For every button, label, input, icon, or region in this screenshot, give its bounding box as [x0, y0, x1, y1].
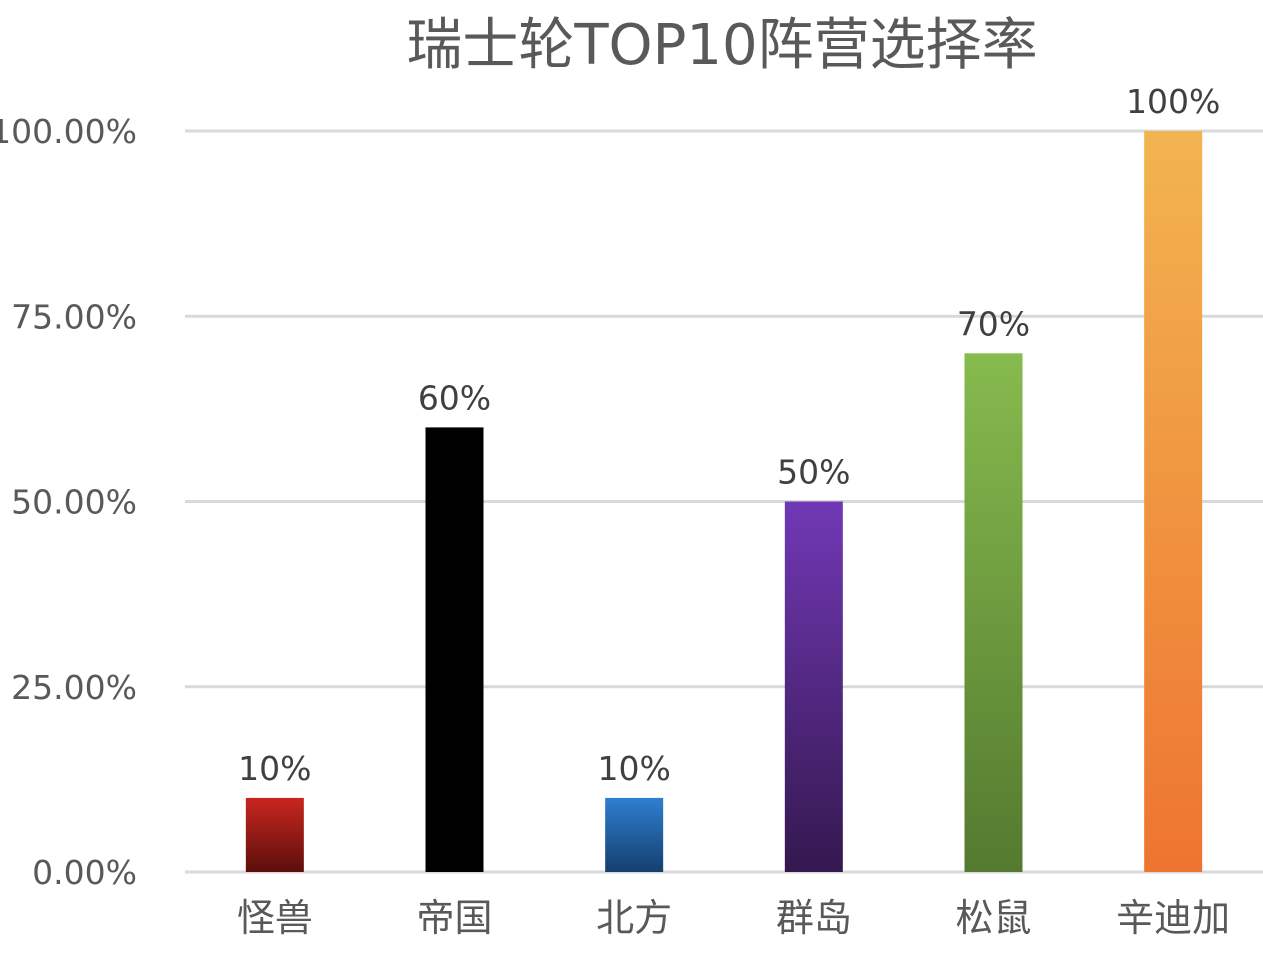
bar-4	[784, 501, 843, 872]
bar-1	[245, 797, 304, 872]
data-label: 50%	[777, 453, 850, 492]
bar-2	[425, 427, 484, 872]
bar-6	[1144, 131, 1203, 872]
bar-5	[964, 353, 1023, 872]
category-label: 帝国	[416, 896, 492, 940]
y-tick-label: 0.00%	[32, 853, 137, 892]
bar-3	[605, 797, 664, 872]
y-tick-label: 50.00%	[11, 483, 137, 522]
gridlines	[185, 129, 1263, 874]
y-tick-label: 25.00%	[11, 668, 137, 707]
category-label: 怪兽	[237, 896, 313, 940]
category-label: 北方	[596, 896, 672, 940]
category-label: 辛迪加	[1116, 896, 1230, 940]
data-labels: 10% 60% 10% 50% 70% 100%	[238, 82, 1220, 788]
y-tick-label: 100.00%	[0, 112, 137, 151]
x-axis-category-labels: 怪兽 帝国 北方 群岛 松鼠 辛迪加	[237, 896, 1230, 940]
category-label: 松鼠	[955, 896, 1031, 940]
bars	[245, 131, 1203, 872]
y-axis-tick-labels: 0.00% 25.00% 50.00% 75.00% 100.00%	[0, 112, 137, 892]
data-label: 60%	[418, 378, 491, 417]
data-label: 70%	[957, 304, 1030, 343]
category-label: 群岛	[776, 896, 852, 940]
data-label: 100%	[1126, 82, 1220, 121]
y-tick-label: 75.00%	[11, 297, 137, 336]
chart-title: 瑞士轮TOP10阵营选择率	[406, 13, 1037, 78]
data-label: 10%	[238, 749, 311, 788]
data-label: 10%	[597, 749, 670, 788]
